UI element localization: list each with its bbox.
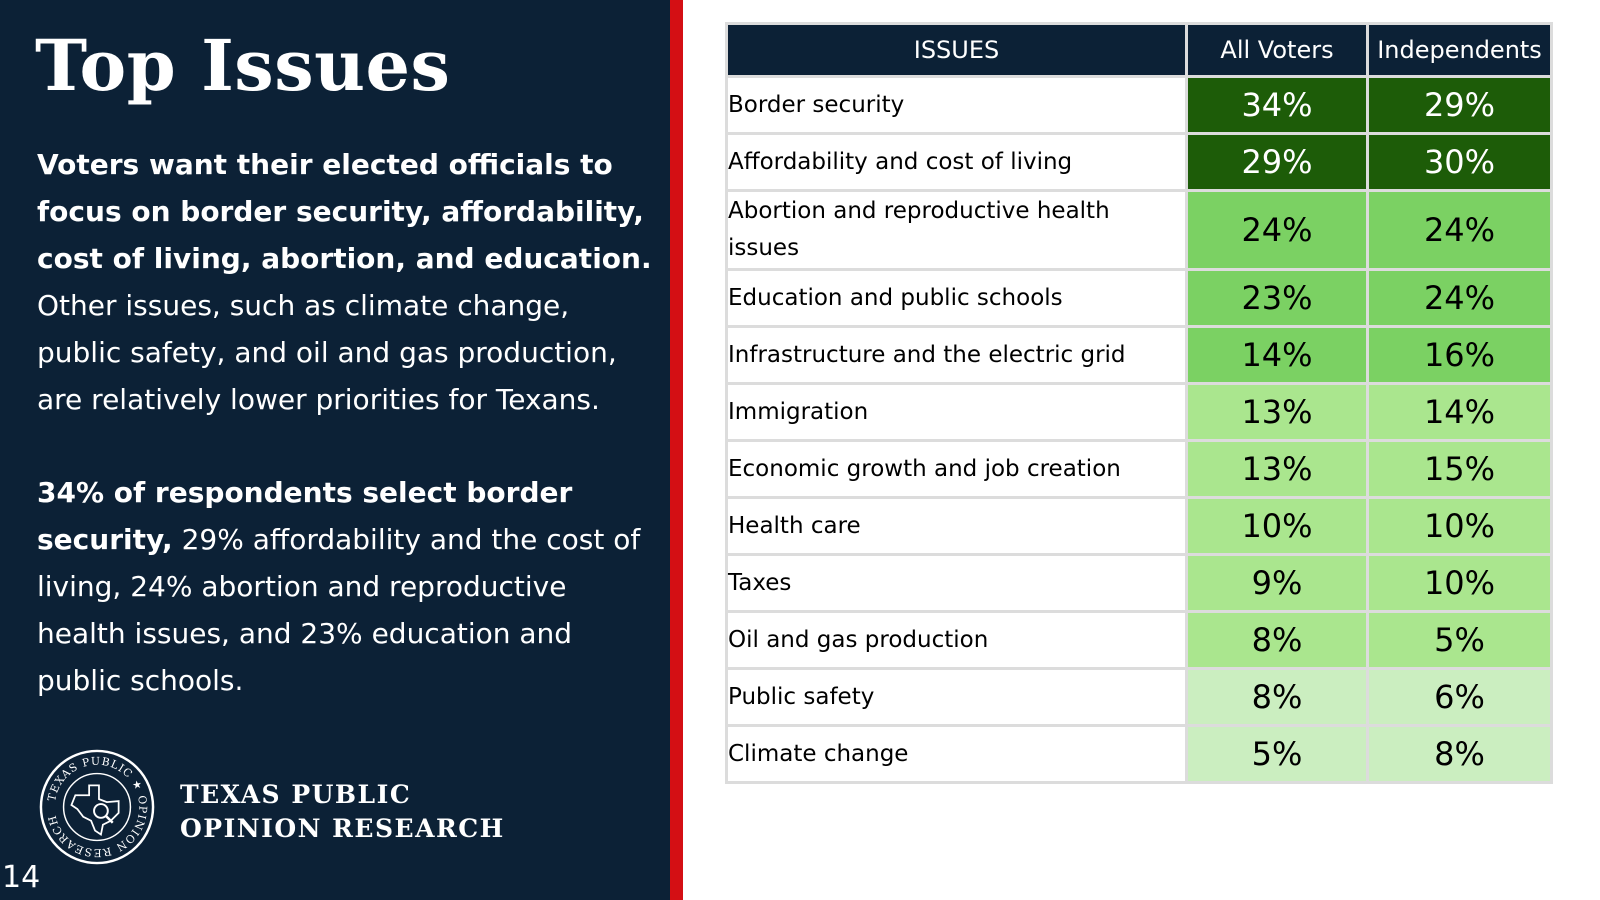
independents-cell: 5%	[1366, 610, 1553, 670]
stats-regular: 29% affordability and the cost of living…	[37, 523, 641, 697]
all-voters-cell: 23%	[1185, 268, 1369, 328]
issue-cell: Border security	[725, 75, 1188, 135]
issues-table: ISSUES All Voters Independents Border se…	[725, 22, 1553, 784]
stats-paragraph: 34% of respondents select border securit…	[37, 469, 657, 704]
all-voters-cell: 13%	[1185, 382, 1369, 442]
table-row: Economic growth and job creation 13% 15%	[725, 439, 1553, 499]
table-row: Public safety 8% 6%	[725, 667, 1553, 727]
table-row: Climate change 5% 8%	[725, 724, 1553, 784]
issue-cell: Climate change	[725, 724, 1188, 784]
header-all-voters: All Voters	[1185, 22, 1369, 78]
stats-bold: 34% of respondents select border securit…	[37, 476, 573, 556]
organization-name-line1: TEXAS PUBLIC	[180, 780, 412, 809]
issue-cell: Education and public schools	[725, 268, 1188, 328]
all-voters-cell: 9%	[1185, 553, 1369, 613]
page-title: Top Issues	[35, 24, 451, 107]
independents-cell: 24%	[1366, 268, 1553, 328]
independents-cell: 8%	[1366, 724, 1553, 784]
table-row: Taxes 9% 10%	[725, 553, 1553, 613]
organization-name-line2: OPINION RESEARCH	[180, 814, 505, 843]
texas-seal-logo-icon: TEXAS PUBLIC ★ OPINION RESEARCH ★	[38, 748, 155, 865]
independents-cell: 16%	[1366, 325, 1553, 385]
independents-cell: 24%	[1366, 189, 1553, 271]
table-row: Health care 10% 10%	[725, 496, 1553, 556]
issue-cell: Health care	[725, 496, 1188, 556]
issue-cell: Affordability and cost of living	[725, 132, 1188, 192]
table-row: Abortion and reproductive health issues …	[725, 189, 1553, 271]
all-voters-cell: 8%	[1185, 667, 1369, 727]
independents-cell: 29%	[1366, 75, 1553, 135]
all-voters-cell: 10%	[1185, 496, 1369, 556]
independents-cell: 10%	[1366, 553, 1553, 613]
independents-cell: 30%	[1366, 132, 1553, 192]
issue-cell: Immigration	[725, 382, 1188, 442]
all-voters-cell: 14%	[1185, 325, 1369, 385]
summary-bold: Voters want their elected officials to f…	[37, 148, 652, 275]
table-header-row: ISSUES All Voters Independents	[725, 22, 1553, 78]
issue-cell: Public safety	[725, 667, 1188, 727]
accent-divider	[670, 0, 683, 900]
all-voters-cell: 5%	[1185, 724, 1369, 784]
table-row: Education and public schools 23% 24%	[725, 268, 1553, 328]
issue-cell: Abortion and reproductive health issues	[725, 189, 1188, 271]
issue-cell: Oil and gas production	[725, 610, 1188, 670]
independents-cell: 6%	[1366, 667, 1553, 727]
independents-cell: 15%	[1366, 439, 1553, 499]
table-row: Oil and gas production 8% 5%	[725, 610, 1553, 670]
all-voters-cell: 29%	[1185, 132, 1369, 192]
all-voters-cell: 8%	[1185, 610, 1369, 670]
organization-name: TEXAS PUBLIC OPINION RESEARCH	[180, 778, 505, 846]
issue-cell: Taxes	[725, 553, 1188, 613]
independents-cell: 10%	[1366, 496, 1553, 556]
issues-table-container: ISSUES All Voters Independents Border se…	[725, 22, 1553, 784]
all-voters-cell: 24%	[1185, 189, 1369, 271]
table-row: Immigration 13% 14%	[725, 382, 1553, 442]
table-row: Affordability and cost of living 29% 30%	[725, 132, 1553, 192]
issue-cell: Infrastructure and the electric grid	[725, 325, 1188, 385]
header-issues: ISSUES	[725, 22, 1188, 78]
table-row: Border security 34% 29%	[725, 75, 1553, 135]
table-row: Infrastructure and the electric grid 14%…	[725, 325, 1553, 385]
summary-paragraph: Voters want their elected officials to f…	[37, 141, 657, 423]
left-panel: Top Issues Voters want their elected off…	[0, 0, 670, 900]
header-independents: Independents	[1366, 22, 1553, 78]
all-voters-cell: 34%	[1185, 75, 1369, 135]
page-number: 14	[2, 860, 41, 895]
independents-cell: 14%	[1366, 382, 1553, 442]
all-voters-cell: 13%	[1185, 439, 1369, 499]
summary-regular: Other issues, such as climate change, pu…	[37, 289, 617, 416]
issue-cell: Economic growth and job creation	[725, 439, 1188, 499]
